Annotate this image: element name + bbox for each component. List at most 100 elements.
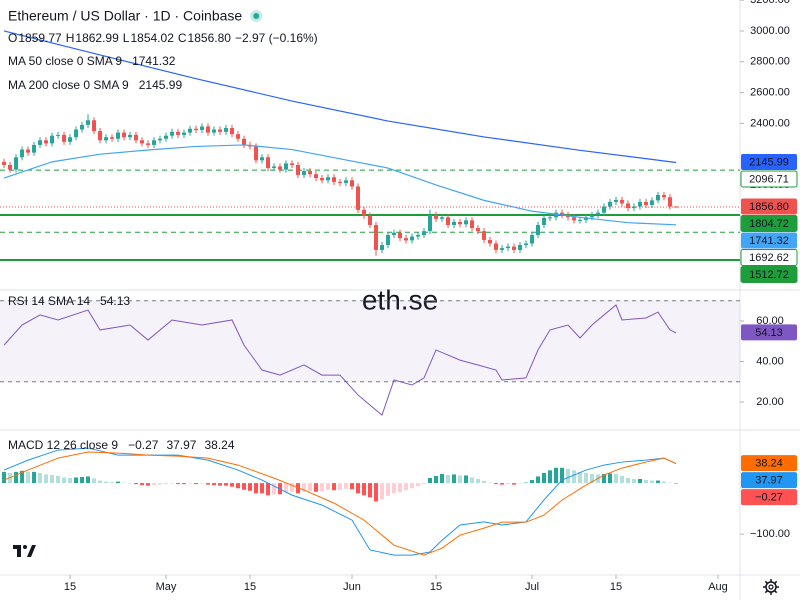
candle-body <box>326 177 331 181</box>
macd-histogram-bar <box>607 473 612 484</box>
macd-histogram-bar <box>2 471 7 484</box>
axis-value-box <box>741 153 797 170</box>
macd-histogram-bar <box>212 483 217 486</box>
macd-histogram-bar <box>613 473 618 484</box>
macd-histogram-bar <box>302 483 307 492</box>
candle-body <box>140 140 145 144</box>
x-tick-label: Jul <box>525 581 539 593</box>
macd-histogram-bar <box>499 483 504 485</box>
y-tick-label: 2600.00 <box>750 86 790 98</box>
candle-body <box>56 134 61 136</box>
settings-button[interactable] <box>763 579 779 595</box>
candle-body <box>577 219 582 221</box>
macd-histogram-bar <box>344 483 349 489</box>
candle-body <box>415 235 420 237</box>
candle-body <box>338 181 343 183</box>
x-tick-label: Jun <box>343 581 361 593</box>
macd-histogram-bar <box>433 475 438 484</box>
gear-teeth <box>763 579 779 595</box>
macd-histogram-bar <box>74 477 79 484</box>
candle-body <box>278 166 283 170</box>
x-tick-label: Aug <box>708 581 728 593</box>
candle-body <box>661 194 666 198</box>
macd-histogram-bar <box>140 483 145 486</box>
candle-body <box>625 203 630 209</box>
macd-histogram-bar <box>320 483 325 492</box>
macd-histogram-bar <box>403 483 408 491</box>
candle-body <box>385 235 390 246</box>
macd-histogram-bar <box>20 470 25 484</box>
candle-body <box>308 171 313 175</box>
candle-body <box>350 180 355 187</box>
candle-body <box>26 149 31 153</box>
macd-histogram-bar <box>373 483 378 502</box>
candle-body <box>595 212 600 215</box>
macd-histogram-bar <box>98 480 103 484</box>
candle-body <box>451 221 456 226</box>
macd-histogram-bar <box>457 475 462 484</box>
macd-histogram-bar <box>122 482 127 484</box>
candle-body <box>260 157 265 161</box>
macd-histogram-bar <box>511 483 516 485</box>
candle-body <box>439 217 444 219</box>
candle-body <box>320 178 325 181</box>
macd-histogram-bar <box>379 483 384 500</box>
macd-histogram-bar <box>415 483 420 487</box>
macd-histogram-bar <box>200 483 205 484</box>
candle-body <box>32 144 37 153</box>
y-tick-label: 3200.00 <box>750 0 790 6</box>
indicator-name: MA 50 close 0 SMA 9 <box>8 54 122 68</box>
macd-histogram-bar <box>523 482 528 484</box>
macd-histogram-bar <box>565 468 570 484</box>
candle-body <box>74 129 79 138</box>
candle-body <box>290 163 295 165</box>
candle-body <box>134 134 139 141</box>
macd-histogram-bar <box>649 480 654 484</box>
macd-histogram-bar <box>505 483 510 485</box>
ohlc-key: L <box>123 31 130 45</box>
candle-body <box>607 201 612 207</box>
candle-body <box>637 201 642 207</box>
candle-body <box>655 194 660 201</box>
tv-logo[interactable] <box>9 537 39 565</box>
macd-histogram-bar <box>475 479 480 484</box>
y-tick-label: −100.00 <box>750 528 790 540</box>
candle-body <box>170 131 175 136</box>
macd-histogram-bar <box>421 483 426 485</box>
axis-value-box <box>741 198 797 215</box>
macd-histogram-bar <box>368 483 372 498</box>
candle-body <box>110 137 115 139</box>
macd-histogram-bar <box>248 483 253 491</box>
indicator-name: MACD 12 26 close 9 <box>8 438 118 452</box>
candle-body <box>619 199 624 204</box>
x-tick-label: 15 <box>244 581 256 593</box>
logo-bg <box>9 537 39 565</box>
macd-histogram-bar <box>643 480 648 484</box>
macd-histogram-bar <box>242 483 247 490</box>
axis-value-label: 1512.72 <box>749 269 789 281</box>
y-tick-label: 2800.00 <box>750 56 790 68</box>
indicator-value: 37.97 <box>166 438 196 452</box>
ohlc-value: 1862.99 <box>75 31 119 45</box>
macd-histogram-bar <box>601 473 606 484</box>
candle-body <box>523 243 528 246</box>
macd-histogram-bar <box>469 477 474 484</box>
candle-body <box>421 231 426 236</box>
candle-body <box>535 225 540 236</box>
indicator-name: MA 200 close 0 SMA 9 <box>8 78 129 92</box>
candle-body <box>457 221 462 225</box>
axis-value-label: 54.13 <box>755 327 783 339</box>
axis-value-box <box>741 472 797 489</box>
candle-body <box>122 132 127 138</box>
macd-histogram-bar <box>547 470 552 484</box>
macd-histogram-bar <box>356 483 361 494</box>
macd-histogram-bar <box>427 477 432 484</box>
candle-body <box>92 120 97 132</box>
macd-histogram-bar <box>517 483 522 484</box>
macd-histogram-bar <box>350 483 355 490</box>
macd-histogram-bar <box>134 483 139 485</box>
macd-histogram-bar <box>451 474 456 484</box>
candle-body <box>463 220 468 225</box>
